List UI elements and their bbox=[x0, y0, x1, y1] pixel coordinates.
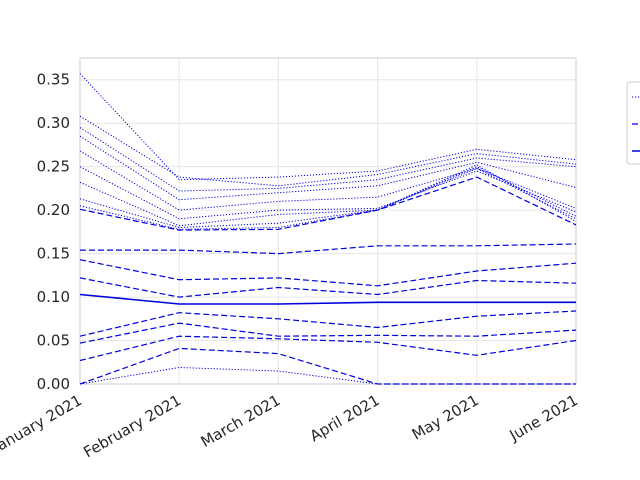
legend bbox=[626, 81, 640, 165]
series-line-dashed bbox=[79, 322, 577, 344]
series-line-dotted bbox=[79, 167, 577, 229]
plot-frame bbox=[79, 57, 577, 385]
x-tick-label: June 2021 bbox=[506, 391, 581, 445]
series-line-dashed bbox=[79, 259, 577, 287]
x-tick-label: May 2021 bbox=[409, 391, 482, 444]
series-line-dashed bbox=[79, 347, 576, 385]
series-line-dotted bbox=[79, 115, 577, 187]
series-line-dashed bbox=[79, 277, 577, 298]
y-tick-label: 0.15 bbox=[37, 245, 70, 263]
series-line-dotted bbox=[79, 166, 577, 220]
x-tick-label: April 2021 bbox=[307, 391, 383, 445]
x-tick-label: February 2021 bbox=[80, 391, 184, 461]
series-line-dotted bbox=[79, 164, 577, 230]
legend-box bbox=[626, 81, 640, 165]
series-line-dotted bbox=[79, 166, 577, 227]
series-line-solid bbox=[79, 293, 576, 305]
series-line-dashed bbox=[79, 176, 577, 231]
series-group bbox=[79, 73, 577, 385]
x-tick-label: March 2021 bbox=[198, 391, 284, 451]
y-tick-label: 0.30 bbox=[37, 114, 70, 132]
series-line-dashed bbox=[79, 310, 577, 337]
y-tick-label: 0.10 bbox=[37, 288, 70, 306]
y-axis: 0.00 0.05 0.10 0.15 0.20 0.25 0.30 0.35 bbox=[37, 71, 70, 393]
series-line-dotted bbox=[79, 73, 577, 181]
y-tick-label: 0.05 bbox=[37, 332, 70, 350]
series-line-dashed bbox=[80, 243, 577, 255]
series-line-dotted bbox=[79, 366, 576, 385]
series-line-dotted bbox=[79, 135, 577, 201]
y-tick-label: 0.20 bbox=[37, 201, 70, 219]
y-tick-label: 0.00 bbox=[37, 375, 70, 393]
y-tick-label: 0.25 bbox=[37, 158, 70, 176]
series-line-dotted bbox=[79, 150, 577, 211]
x-tick-label: January 2021 bbox=[0, 391, 85, 457]
series-line-dashed bbox=[79, 335, 577, 362]
y-tick-label: 0.35 bbox=[37, 71, 70, 89]
